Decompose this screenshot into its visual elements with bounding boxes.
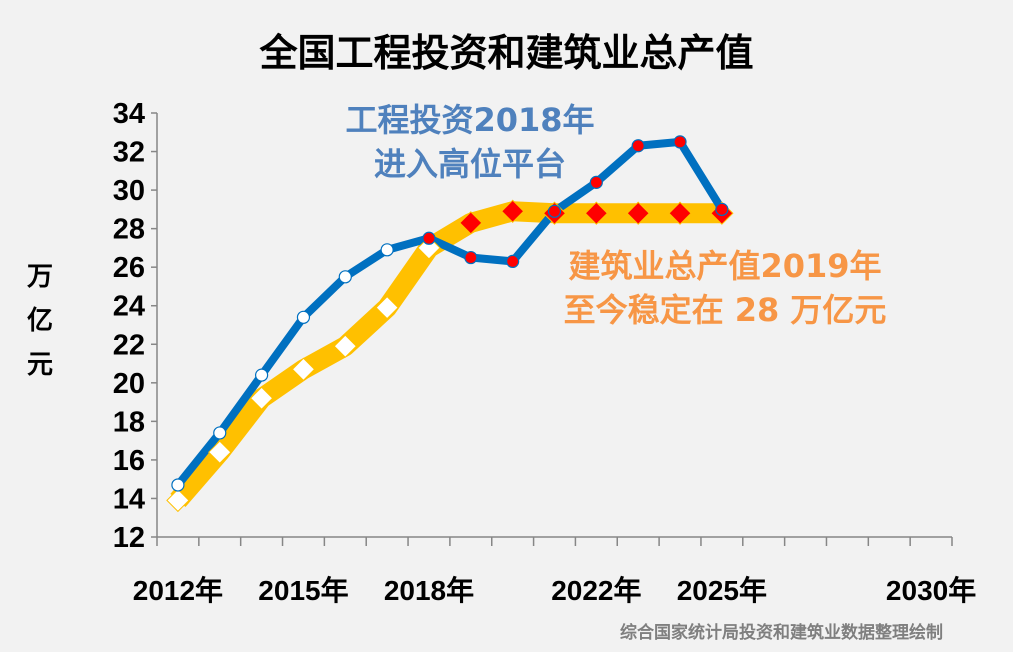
- data-point-diamond: [208, 440, 232, 464]
- data-point-diamond: [375, 295, 399, 320]
- x-tick-label: 2018年: [384, 574, 474, 606]
- data-point-diamond: [584, 201, 609, 225]
- annotation-line: 至今稳定在 28 万亿元: [563, 291, 887, 329]
- data-point-diamond: [249, 386, 274, 410]
- data-point-diamond: [417, 236, 441, 260]
- data-point-circle: [589, 175, 603, 189]
- y-tick-label: 18: [113, 406, 145, 438]
- data-point-diamond: [668, 201, 692, 225]
- y-tick-label: 16: [113, 445, 145, 477]
- data-point-diamond: [291, 357, 316, 382]
- data-point-diamond: [459, 211, 483, 235]
- y-axis-label: 万亿元: [26, 262, 53, 380]
- chart-title: 全国工程投资和建筑业总产值: [259, 31, 754, 75]
- x-tick-label: 2012年: [133, 574, 223, 606]
- y-tick-label: 30: [113, 175, 145, 207]
- data-point-circle: [380, 243, 394, 257]
- annotation-line: 工程投资2018年: [345, 101, 595, 139]
- data-point-circle: [213, 426, 227, 440]
- data-point-circle: [631, 139, 645, 153]
- data-point-circle: [255, 368, 269, 382]
- y-tick-label: 34: [113, 98, 145, 130]
- data-point-circle: [547, 204, 562, 218]
- y-tick-label: 22: [113, 329, 145, 361]
- x-tick-label: 2022年: [551, 574, 641, 606]
- annotation-line: 进入高位平台: [373, 145, 566, 183]
- data-point-circle: [338, 270, 352, 284]
- data-point-diamond: [500, 199, 525, 223]
- data-point-circle: [464, 250, 478, 265]
- source-note: 综合国家统计局投资和建筑业数据整理绘制: [620, 623, 943, 643]
- series-line-0: [174, 137, 726, 488]
- y-tick-label: 12: [113, 522, 145, 554]
- data-point-diamond: [166, 488, 190, 513]
- data-point-diamond: [333, 334, 357, 358]
- annotation-investment: 工程投资2018年 进入高位平台: [320, 98, 620, 186]
- y-tick-label: 32: [113, 137, 145, 169]
- data-point-diamond: [626, 201, 650, 225]
- data-point-circle: [673, 135, 687, 149]
- data-point-circle: [422, 231, 436, 245]
- data-point-circle: [296, 310, 311, 324]
- x-tick-label: 2015年: [258, 574, 348, 606]
- y-tick-label: 20: [113, 368, 145, 400]
- annotation-construction: 建筑业总产值2019年 至今稳定在 28 万亿元: [530, 244, 920, 332]
- x-tick-label: 2030年: [886, 574, 976, 606]
- annotation-line: 建筑业总产值2019年: [568, 247, 882, 285]
- data-point-circle: [171, 478, 185, 492]
- data-point-circle: [506, 254, 520, 268]
- x-tick-label: 2025年: [677, 574, 767, 606]
- data-point-circle: [715, 202, 729, 216]
- y-tick-label: 24: [113, 291, 145, 323]
- y-tick-label: 14: [113, 483, 145, 515]
- y-tick-label: 26: [113, 252, 145, 284]
- y-tick-label: 28: [113, 214, 145, 246]
